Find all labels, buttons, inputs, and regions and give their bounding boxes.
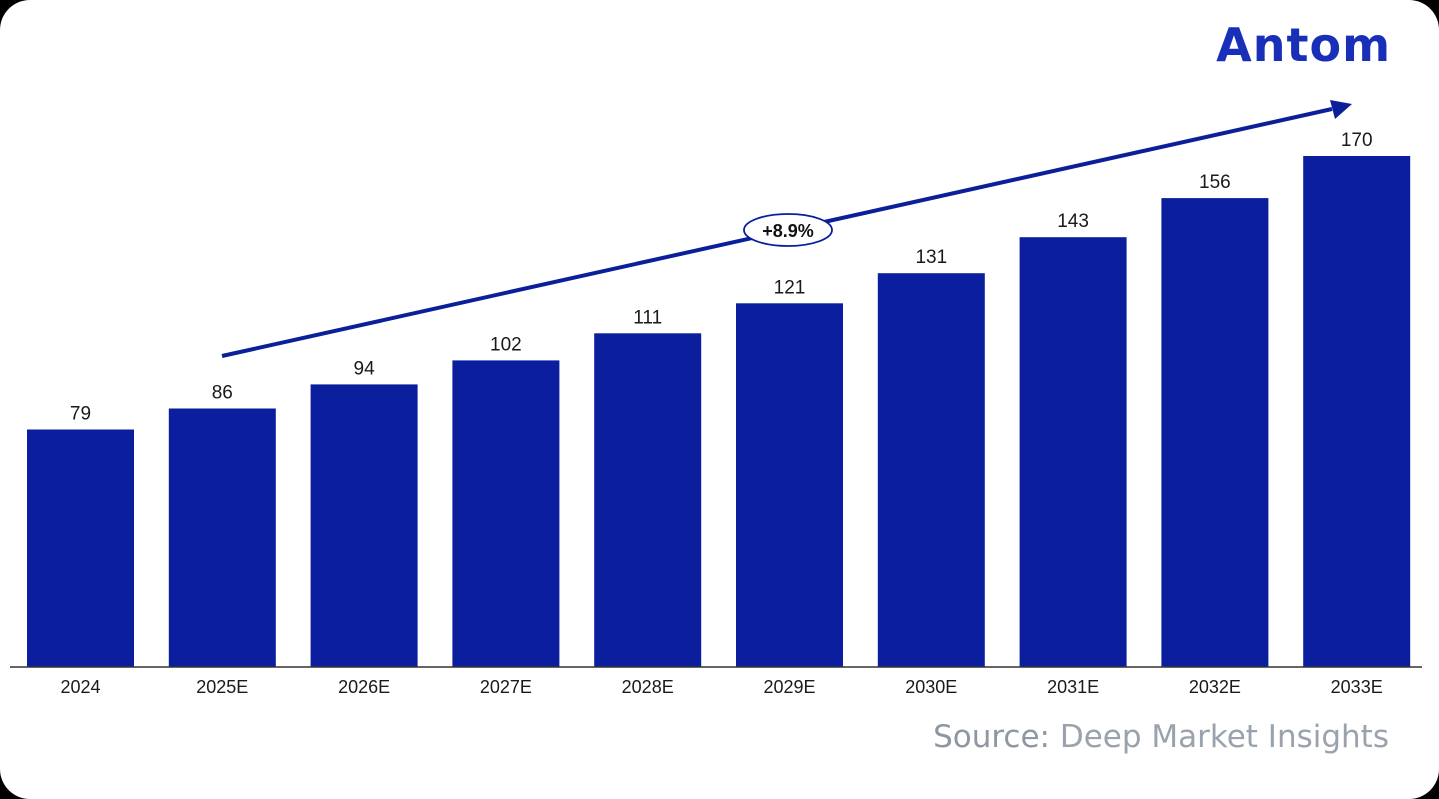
bar-2028E: [594, 333, 702, 667]
value-label-2031E: 143: [1057, 211, 1089, 232]
value-label-2026E: 94: [354, 358, 376, 379]
value-label-2024: 79: [70, 404, 91, 425]
x-tick-2025E: 2025E: [196, 677, 248, 697]
x-tick-2029E: 2029E: [763, 677, 815, 697]
value-label-2025E: 86: [212, 383, 233, 404]
bar-2027E: [452, 360, 560, 667]
value-label-2033E: 170: [1341, 130, 1373, 151]
antom-logo: Antom: [1216, 22, 1391, 68]
bar-2030E: [877, 273, 985, 667]
x-tick-2032E: 2032E: [1189, 677, 1241, 697]
bar-2025E: [168, 408, 276, 667]
x-tick-labels-layer: 2024 2025E 2026E 2027E 2028E 2029E 2030E 2031E 2…: [60, 677, 1382, 697]
source-label: Source:: [933, 719, 1050, 755]
value-label-2029E: 121: [774, 277, 806, 298]
x-tick-2024: 2024: [60, 677, 100, 697]
bars-layer: [27, 156, 1411, 667]
value-label-2030E: 131: [915, 247, 947, 268]
x-tick-2028E: 2028E: [622, 677, 674, 697]
source-caption: Source: Deep Market Insights: [933, 722, 1389, 753]
value-labels-layer: 79 86 94 102 111 121 131 143 156 170: [70, 130, 1373, 425]
x-tick-2031E: 2031E: [1047, 677, 1099, 697]
value-label-2032E: 156: [1199, 172, 1231, 193]
growth-rate-label: +8.9%: [762, 221, 814, 241]
bar-2033E: [1303, 156, 1411, 667]
x-tick-2030E: 2030E: [905, 677, 957, 697]
bar-2024: [27, 429, 134, 667]
x-tick-2033E: 2033E: [1331, 677, 1383, 697]
bar-2031E: [1019, 237, 1127, 667]
growth-annotation: +8.9%: [221, 100, 1352, 358]
source-text: Deep Market Insights: [1059, 719, 1389, 755]
x-tick-2026E: 2026E: [338, 677, 390, 697]
logo-text: Antom: [1216, 18, 1391, 72]
growth-rate-ellipse: [743, 213, 833, 247]
bar-2026E: [310, 384, 418, 667]
bar-2032E: [1161, 198, 1269, 667]
growth-arrow-head: [1330, 100, 1352, 119]
value-label-2027E: 102: [490, 334, 522, 355]
bar-2029E: [736, 303, 843, 667]
x-tick-2027E: 2027E: [480, 677, 532, 697]
value-label-2028E: 111: [633, 307, 662, 328]
